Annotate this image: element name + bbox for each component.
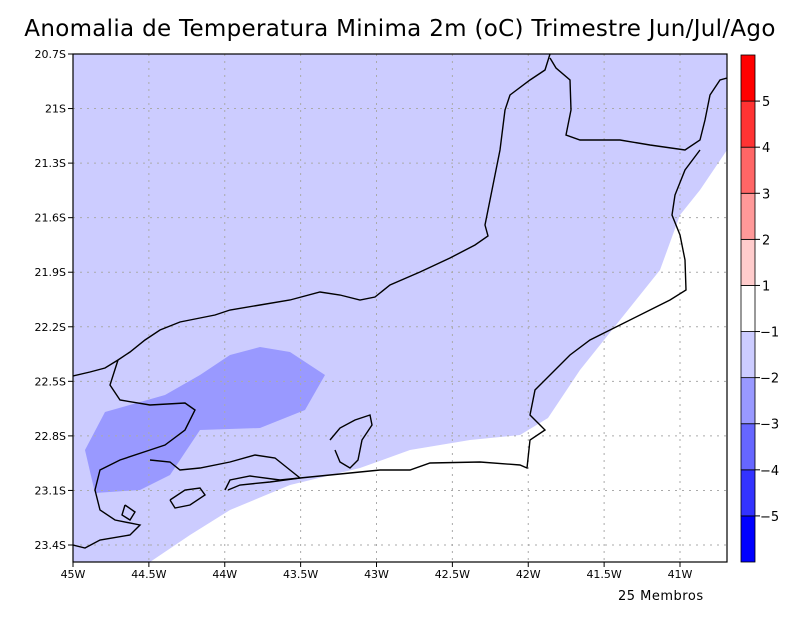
colorbar-swatch xyxy=(740,146,756,194)
colorbar-label: −1 xyxy=(760,326,779,341)
x-tick-label: 45W xyxy=(61,568,86,581)
colorbar-label: 3 xyxy=(762,187,770,202)
anomaly-fill-minus2-to-minus3 xyxy=(85,347,325,493)
colorbar-swatch xyxy=(740,469,756,517)
island xyxy=(121,504,136,521)
guanabara-bay xyxy=(329,414,373,469)
x-tick-label: 44.5W xyxy=(131,568,166,581)
y-tick-label: 22.8S xyxy=(35,430,66,443)
colorbar-label: 5 xyxy=(762,95,770,110)
y-tick-label: 21S xyxy=(45,103,66,116)
coastline xyxy=(227,149,701,491)
island xyxy=(169,487,206,509)
x-tick-label: 41.5W xyxy=(586,568,621,581)
y-tick-label: 23.1S xyxy=(35,484,66,497)
y-axis: 20.7S 21S 21.3S 21.6S 21.9S 22.2S 22.5S 22.8S 23… xyxy=(35,48,73,552)
state-boundary-north xyxy=(73,54,551,377)
bay-coast xyxy=(149,454,302,491)
boundaries xyxy=(73,54,727,549)
colorbar-label: −5 xyxy=(760,510,779,525)
state-boundary-northeast xyxy=(549,57,727,151)
colorbar-swatch xyxy=(740,54,756,102)
plot-frame xyxy=(72,53,728,563)
grid-lines xyxy=(73,54,727,562)
x-tick-label: 42W xyxy=(516,568,541,581)
colorbar-label: 2 xyxy=(762,233,770,248)
y-tick-label: 22.5S xyxy=(35,375,66,388)
chart-title: Anomalia de Temperatura Minima 2m (oC) T… xyxy=(24,16,776,42)
colorbar: −5 −4 −3 −2 −1 1 2 3 4 5 xyxy=(740,54,779,563)
colorbar-swatch xyxy=(740,285,756,332)
x-axis: 45W 44.5W 44W 43.5W 43W 42.5W 42W 41.5W 41W xyxy=(61,562,693,581)
y-tick-label: 21.6S xyxy=(35,212,66,225)
x-tick-label: 44W xyxy=(212,568,237,581)
anomaly-fill-neutral xyxy=(150,150,727,562)
x-tick-label: 42.5W xyxy=(435,568,470,581)
y-tick-label: 21.3S xyxy=(35,157,66,170)
colorbar-label: −3 xyxy=(760,418,779,433)
colorbar-label: −2 xyxy=(760,372,779,387)
x-tick-label: 43W xyxy=(364,568,389,581)
colorbar-swatch xyxy=(740,192,756,240)
colorbar-label: 4 xyxy=(762,141,770,156)
colorbar-swatch xyxy=(740,423,756,471)
y-tick-label: 23.4S xyxy=(35,539,66,552)
member-count-label: 25 Membros xyxy=(618,589,704,604)
x-tick-label: 43.5W xyxy=(283,568,318,581)
colorbar-label: −4 xyxy=(760,464,779,479)
colorbar-label: 1 xyxy=(762,279,770,294)
state-boundary-west xyxy=(73,359,196,549)
y-tick-label: 21.9S xyxy=(35,266,66,279)
y-tick-label: 20.7S xyxy=(35,48,66,61)
colorbar-swatch xyxy=(740,331,756,379)
colorbar-swatch xyxy=(740,377,756,425)
y-tick-label: 22.2S xyxy=(35,321,66,334)
colorbar-swatch xyxy=(740,515,756,563)
x-tick-label: 41W xyxy=(668,568,693,581)
colorbar-swatch xyxy=(740,238,756,286)
colorbar-swatch xyxy=(740,100,756,148)
